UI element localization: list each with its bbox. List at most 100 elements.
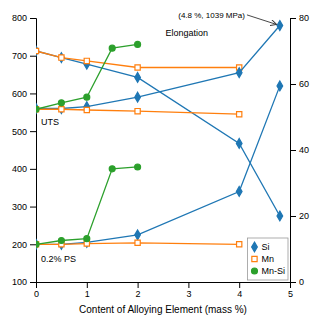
tick-label: 60: [299, 79, 309, 89]
tick-mark: [30, 93, 36, 94]
tick: 20: [290, 211, 309, 221]
tick-label: 200: [12, 240, 27, 250]
tick: 3: [186, 282, 191, 299]
tick-label: 0: [34, 289, 39, 299]
point: [277, 21, 283, 31]
marks: [36, 21, 283, 250]
series-line: [36, 44, 138, 109]
point: [36, 104, 39, 114]
tick-label: 100: [12, 277, 27, 287]
tick-label: 1: [85, 289, 90, 299]
tick-label: 80: [299, 13, 309, 23]
point: [135, 72, 141, 82]
point: [36, 106, 39, 112]
tick: 800: [12, 13, 36, 23]
point: [59, 107, 64, 112]
tick-mark: [87, 282, 88, 288]
tick-mark: [290, 84, 296, 85]
legend: Si Mn Mn-Si: [247, 238, 288, 280]
tick-label: 500: [12, 127, 27, 137]
point: [135, 109, 140, 114]
tick-label: 600: [12, 89, 27, 99]
annotations: ElongationUTS0.2% PS(4.8 %, 1039 MPa): [41, 11, 276, 264]
point: [237, 112, 242, 117]
tick: 500: [12, 127, 36, 137]
tick: 100: [12, 277, 36, 287]
tick-mark: [30, 207, 36, 208]
tick-mark: [290, 216, 296, 217]
point: [36, 241, 39, 247]
tick-mark: [30, 169, 36, 170]
legend-box: [247, 238, 288, 280]
point: [135, 230, 141, 240]
point: [135, 164, 141, 170]
legend-marker: [251, 268, 257, 274]
tick: 600: [12, 89, 36, 99]
chart-container: 0 1 2 3 4 5 100 200 300 400 500 600 700 800 0 20 40 60 80 C…: [0, 0, 320, 320]
point: [36, 107, 39, 112]
tick-label: 4: [237, 289, 242, 299]
series-line: [36, 26, 280, 109]
annotation: (4.8 %, 1039 MPa): [178, 11, 245, 20]
tick: 300: [12, 202, 36, 212]
curve-label: Elongation: [166, 28, 209, 38]
point: [84, 94, 90, 100]
point: [277, 211, 283, 221]
tick: 4: [237, 282, 242, 299]
tick-mark: [30, 282, 36, 283]
point: [237, 242, 242, 247]
point: [36, 46, 39, 56]
point: [236, 138, 242, 148]
tick-mark: [290, 150, 296, 151]
tick: 0: [34, 282, 39, 299]
tick: 700: [12, 51, 36, 61]
point: [59, 55, 64, 60]
point: [84, 236, 90, 242]
legend-label: Mn-Si: [261, 266, 285, 276]
tick: 1: [85, 282, 90, 299]
chart: 0 1 2 3 4 5 100 200 300 400 500 600 700 800 0 20 40 60 80 C…: [0, 0, 320, 320]
legend-marker: [252, 256, 257, 261]
tick-mark: [239, 282, 240, 288]
legend-label: Si: [261, 242, 269, 252]
tick-mark: [30, 18, 36, 19]
legend-marker: [252, 242, 258, 252]
x-axis: 0 1 2 3 4 5: [34, 282, 293, 299]
tick-label: 3: [186, 289, 191, 299]
tick-mark: [290, 282, 296, 283]
series-line: [36, 86, 280, 244]
tick: 0: [290, 277, 304, 287]
point: [135, 65, 140, 70]
point: [135, 41, 141, 47]
tick-mark: [30, 56, 36, 57]
point: [109, 166, 115, 172]
tick-label: 5: [288, 289, 293, 299]
x-axis-title: Content of Alloying Element (mass %): [79, 304, 247, 315]
tick-label: 300: [12, 202, 27, 212]
tick-label: 400: [12, 164, 27, 174]
series-line: [36, 109, 239, 114]
curve-label: UTS: [41, 117, 59, 127]
y2-axis: 0 20 40 60 80: [290, 13, 309, 287]
y-axis: 100 200 300 400 500 600 700 800: [12, 13, 37, 287]
point: [236, 187, 242, 197]
tick-label: 2: [136, 289, 141, 299]
point: [58, 100, 64, 106]
tick: 80: [290, 13, 309, 23]
tick-mark: [290, 18, 296, 19]
point: [109, 45, 115, 51]
tick: 60: [290, 79, 309, 89]
point: [135, 92, 141, 102]
tick-label: 20: [299, 211, 309, 221]
point: [58, 238, 64, 244]
tick-label: 700: [12, 51, 27, 61]
tick-mark: [30, 131, 36, 132]
tick: 5: [288, 282, 293, 299]
tick: 400: [12, 164, 36, 174]
tick: 40: [290, 145, 309, 155]
tick-label: 800: [12, 13, 27, 23]
y-axis-line: [30, 19, 37, 283]
annotation-arrow: [247, 15, 276, 24]
tick: 200: [12, 240, 36, 250]
legend-label: Mn: [261, 254, 274, 264]
